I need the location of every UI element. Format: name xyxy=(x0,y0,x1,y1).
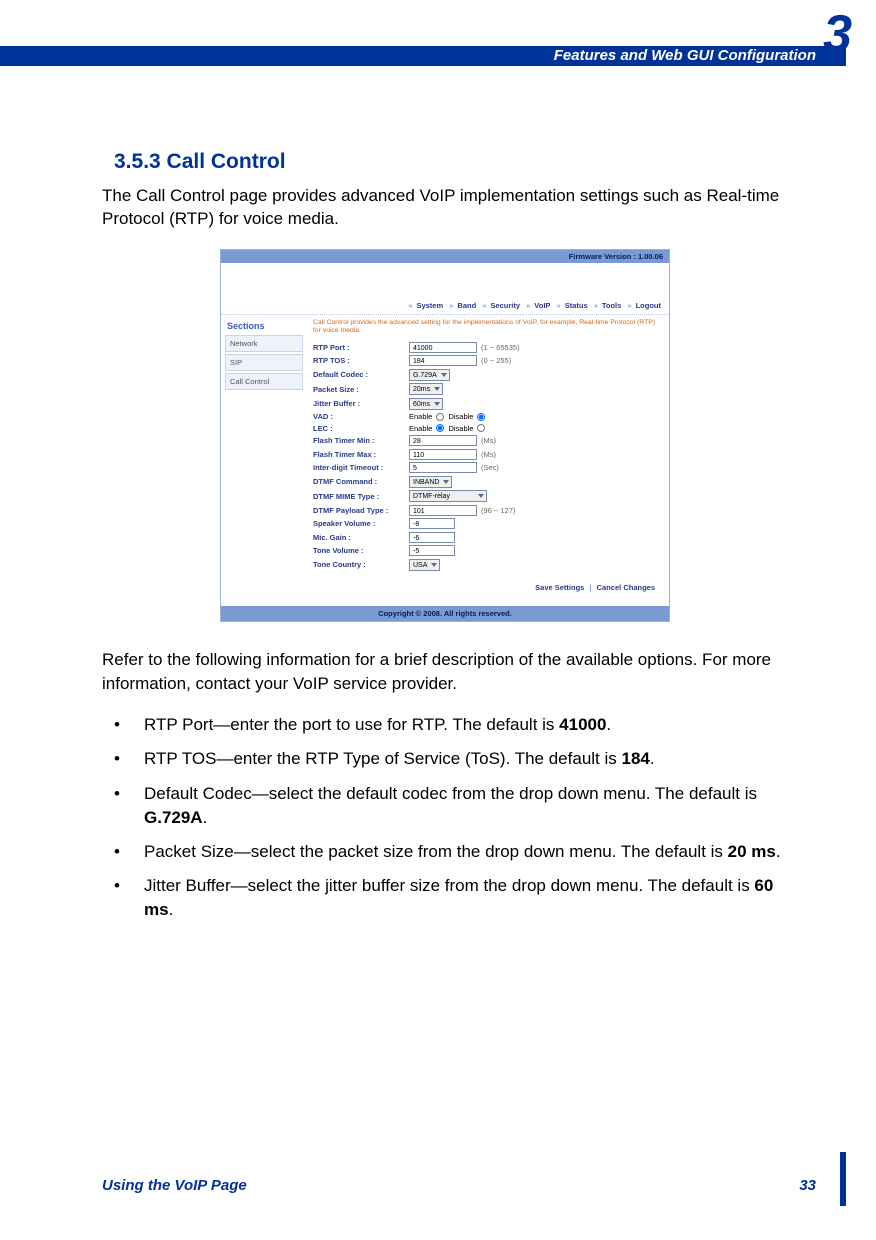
screenshot-copyright: Copyright © 2008. All rights reserved. xyxy=(221,606,669,621)
sidebar-item-callcontrol[interactable]: Call Control xyxy=(225,373,303,390)
lec-enable-radio[interactable] xyxy=(436,424,444,432)
bullet-rtp-tos: RTP TOS—enter the RTP Type of Service (T… xyxy=(102,747,788,771)
dtmf-mime-select[interactable]: DTMF-relay xyxy=(409,490,487,502)
screenshot-banner xyxy=(221,263,669,297)
screenshot-callcontrol: Firmware Version : 1.00.06 »System »Band… xyxy=(220,249,670,622)
intro-paragraph: The Call Control page provides advanced … xyxy=(102,184,788,231)
footer-page-number: 33 xyxy=(799,1177,816,1194)
content-area: 3.5.3 Call Control The Call Control page… xyxy=(0,70,876,922)
speaker-vol-input[interactable]: -8 xyxy=(409,518,455,529)
cancel-changes-link[interactable]: Cancel Changes xyxy=(597,583,655,592)
vad-enable-radio[interactable] xyxy=(436,413,444,421)
bullet-jitter-buffer: Jitter Buffer—select the jitter buffer s… xyxy=(102,874,788,922)
bullet-packet-size: Packet Size—select the packet size from … xyxy=(102,840,788,864)
after-shot-paragraph: Refer to the following information for a… xyxy=(102,648,788,695)
dtmf-payload-input[interactable]: 101 xyxy=(409,505,477,516)
rtp-port-input[interactable]: 41000 xyxy=(409,342,477,353)
sidebar-title: Sections xyxy=(225,319,303,335)
page-header: Features and Web GUI Configuration 3 xyxy=(0,0,876,70)
bullet-default-codec: Default Codec—select the default codec f… xyxy=(102,782,788,830)
sidebar-item-sip[interactable]: SIP xyxy=(225,354,303,371)
section-heading: 3.5.3 Call Control xyxy=(114,150,788,174)
option-bullets: RTP Port—enter the port to use for RTP. … xyxy=(102,713,788,922)
screenshot-sidebar: Sections Network SIP Call Control xyxy=(221,315,307,606)
page-footer: Using the VoIP Page 33 xyxy=(102,1177,816,1194)
default-codec-select[interactable]: G.729A xyxy=(409,369,450,381)
chapter-number: 3 xyxy=(823,4,852,64)
flash-min-input[interactable]: 28 xyxy=(409,435,477,446)
packet-size-select[interactable]: 20ms xyxy=(409,383,443,395)
dtmf-cmd-select[interactable]: INBAND xyxy=(409,476,452,488)
vad-disable-radio[interactable] xyxy=(477,413,485,421)
sidebar-item-network[interactable]: Network xyxy=(225,335,303,352)
screenshot-intro: Call Control provides the advanced setti… xyxy=(313,319,663,336)
screenshot-nav: »System »Band »Security »VoIP »Status »T… xyxy=(221,297,669,315)
mic-gain-input[interactable]: -6 xyxy=(409,532,455,543)
chapter-title: Features and Web GUI Configuration xyxy=(554,47,816,64)
firmware-bar: Firmware Version : 1.00.06 xyxy=(221,250,669,263)
bullet-rtp-port: RTP Port—enter the port to use for RTP. … xyxy=(102,713,788,737)
lec-disable-radio[interactable] xyxy=(477,424,485,432)
footer-left: Using the VoIP Page xyxy=(102,1177,247,1194)
rtp-tos-input[interactable]: 184 xyxy=(409,355,477,366)
interdigit-input[interactable]: 5 xyxy=(409,462,477,473)
tone-country-select[interactable]: USA xyxy=(409,559,440,571)
screenshot-body: Call Control provides the advanced setti… xyxy=(307,315,669,606)
flash-max-input[interactable]: 110 xyxy=(409,449,477,460)
save-settings-link[interactable]: Save Settings xyxy=(535,583,584,592)
tone-vol-input[interactable]: -5 xyxy=(409,545,455,556)
side-strip xyxy=(840,1152,846,1206)
jitter-buffer-select[interactable]: 60ms xyxy=(409,398,443,410)
